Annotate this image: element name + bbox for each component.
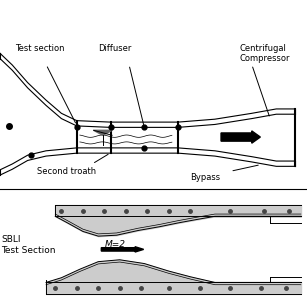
Text: M=2: M=2 xyxy=(104,240,125,249)
Text: Diffuser: Diffuser xyxy=(98,44,132,53)
Text: Test section: Test section xyxy=(15,44,65,53)
Text: Centrifugal
Compressor: Centrifugal Compressor xyxy=(239,44,290,63)
Text: SBLI
Test Section: SBLI Test Section xyxy=(2,235,56,255)
FancyArrow shape xyxy=(221,131,260,143)
FancyArrow shape xyxy=(101,247,144,252)
Text: Bypass: Bypass xyxy=(190,173,220,182)
Polygon shape xyxy=(94,130,112,135)
Text: Second troath: Second troath xyxy=(37,167,96,176)
